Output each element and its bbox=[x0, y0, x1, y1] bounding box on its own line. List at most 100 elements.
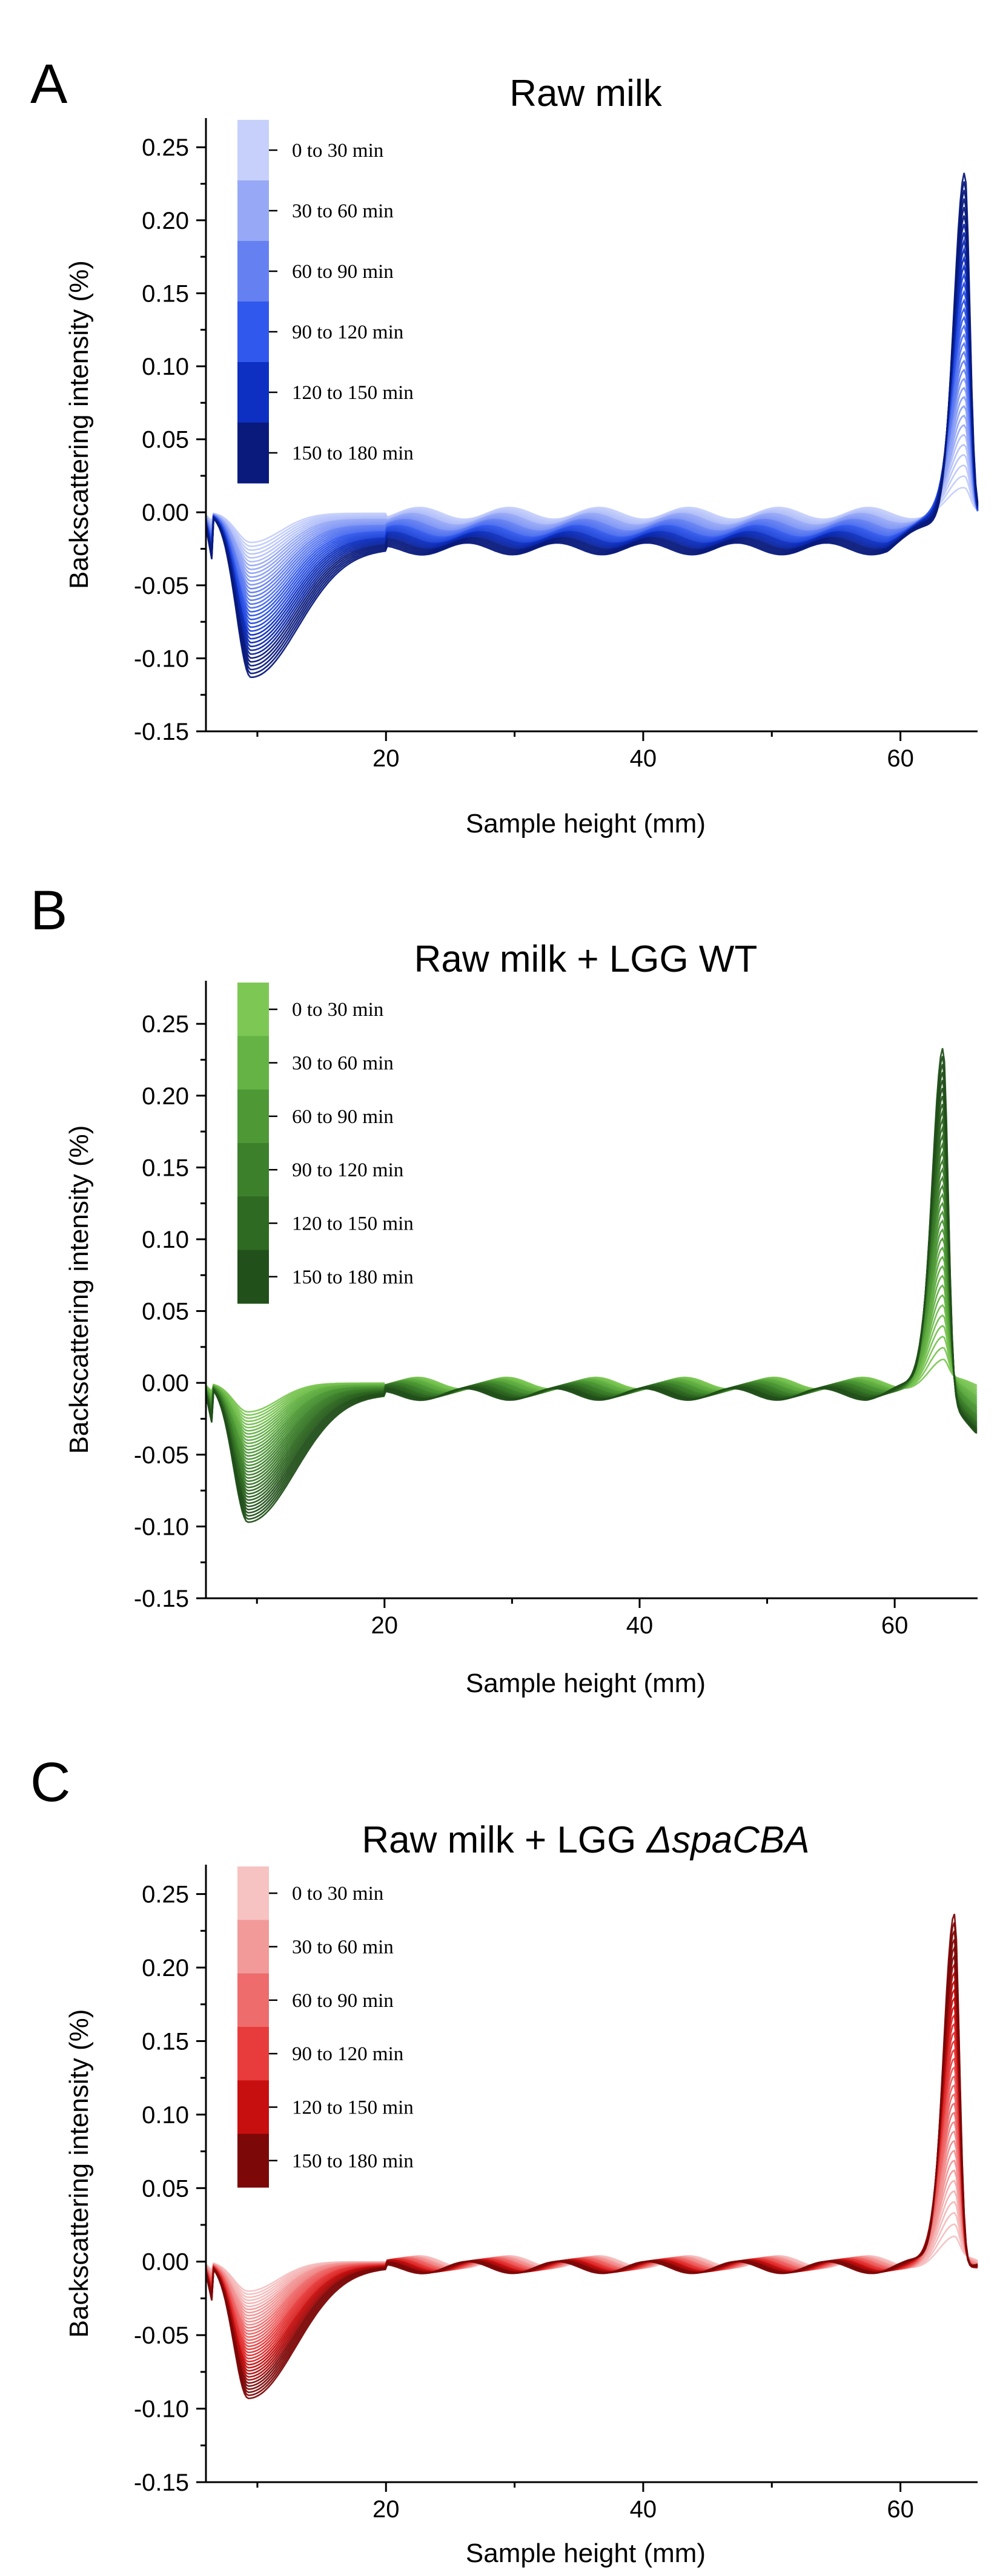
series-line bbox=[205, 2021, 978, 2360]
legend-swatch bbox=[237, 1866, 269, 1920]
legend-label: 90 to 120 min bbox=[292, 2043, 403, 2065]
y-axis-label: Backscattering intensity (%) bbox=[64, 260, 94, 589]
series-line bbox=[205, 198, 979, 667]
legend-swatch bbox=[237, 1036, 269, 1090]
legend-label: 150 to 180 min bbox=[292, 443, 414, 464]
series-line bbox=[205, 298, 979, 621]
series-line bbox=[205, 315, 979, 613]
legend-swatch bbox=[237, 1250, 269, 1304]
y-tick-label: -0.15 bbox=[134, 1586, 189, 1612]
y-axis-label: Backscattering intensity (%) bbox=[64, 2009, 94, 2338]
x-tick-label: 20 bbox=[373, 745, 400, 772]
legend-label: 120 to 150 min bbox=[292, 382, 414, 404]
x-tick-label: 60 bbox=[887, 745, 914, 772]
series-line bbox=[205, 1133, 978, 1489]
series-line bbox=[205, 341, 979, 601]
y-tick-label: 0.10 bbox=[142, 354, 189, 380]
legend-swatch bbox=[237, 2133, 269, 2188]
series-line bbox=[205, 1079, 978, 1510]
legend-label: 60 to 90 min bbox=[292, 1106, 394, 1128]
x-axis-label: Sample height (mm) bbox=[466, 2538, 706, 2568]
y-tick-label: -0.10 bbox=[134, 2396, 189, 2423]
series-line bbox=[205, 377, 979, 586]
y-tick-label: 0.10 bbox=[142, 2102, 189, 2129]
legend-swatch bbox=[237, 2027, 269, 2081]
legend-label: 30 to 60 min bbox=[292, 1937, 394, 1958]
legend-label: 90 to 120 min bbox=[292, 1159, 403, 1181]
chart-title-part: ΔspaCBA bbox=[646, 1819, 810, 1861]
series-line bbox=[205, 246, 979, 644]
series-line bbox=[205, 1970, 978, 2378]
x-tick-label: 60 bbox=[887, 2496, 914, 2523]
y-tick-label: 0.05 bbox=[142, 1299, 189, 1325]
legend-swatch bbox=[237, 983, 269, 1036]
series-line bbox=[205, 1048, 978, 1523]
series-line bbox=[205, 1072, 978, 1514]
series-line bbox=[205, 232, 979, 651]
x-tick-label: 40 bbox=[626, 1612, 654, 1639]
x-tick-label: 60 bbox=[881, 1612, 909, 1639]
legend-swatch bbox=[237, 423, 269, 484]
series-line bbox=[205, 206, 979, 663]
series-line bbox=[205, 306, 979, 617]
y-tick-label: 0.25 bbox=[142, 134, 189, 161]
legend-label: 30 to 60 min bbox=[292, 200, 394, 222]
legend-label: 120 to 150 min bbox=[292, 2097, 414, 2119]
legend-swatch bbox=[237, 120, 269, 181]
series-line bbox=[205, 255, 979, 640]
legend-swatch bbox=[237, 180, 269, 242]
panel-letter: C bbox=[30, 1751, 70, 1813]
series-line bbox=[205, 173, 979, 679]
y-tick-label: 0.00 bbox=[142, 499, 189, 526]
chart-title: Raw milk + LGG ΔspaCBA bbox=[362, 1819, 809, 1861]
series-line bbox=[205, 1914, 978, 2399]
legend-swatch bbox=[237, 1143, 269, 1197]
series-line bbox=[205, 181, 979, 674]
y-tick-label: 0.20 bbox=[142, 1955, 189, 1981]
legend-swatch bbox=[237, 1196, 269, 1251]
data-curves bbox=[205, 173, 979, 679]
y-tick-label: -0.10 bbox=[134, 1514, 189, 1540]
series-line bbox=[205, 359, 979, 594]
legend-label: 60 to 90 min bbox=[292, 1990, 394, 2012]
series-line bbox=[205, 1978, 978, 2375]
y-tick-label: 0.15 bbox=[142, 1155, 189, 1181]
panel-letter: B bbox=[30, 880, 67, 941]
y-tick-label: -0.10 bbox=[134, 645, 189, 672]
legend-label: 60 to 90 min bbox=[292, 261, 394, 283]
series-line bbox=[205, 1064, 978, 1517]
series-line bbox=[205, 324, 979, 609]
panel-letter: A bbox=[30, 53, 68, 115]
series-line bbox=[205, 223, 979, 655]
data-curves bbox=[205, 1914, 978, 2399]
y-tick-label: 0.25 bbox=[142, 1011, 189, 1038]
y-tick-label: 0.05 bbox=[142, 427, 189, 453]
legend-label: 30 to 60 min bbox=[292, 1053, 394, 1075]
y-tick-label: -0.05 bbox=[134, 573, 189, 599]
chart-title-part: Raw milk bbox=[509, 73, 662, 114]
x-tick-label: 40 bbox=[630, 2496, 657, 2523]
legend-swatch bbox=[237, 1089, 269, 1144]
series-line bbox=[205, 289, 979, 624]
y-tick-label: 0.00 bbox=[142, 1370, 189, 1397]
x-axis-label: Sample height (mm) bbox=[466, 1668, 706, 1698]
series-line bbox=[205, 1962, 978, 2381]
y-tick-label: 0.15 bbox=[142, 2028, 189, 2055]
y-tick-label: 0.00 bbox=[142, 2249, 189, 2276]
series-line bbox=[205, 1095, 978, 1504]
legend-swatch bbox=[237, 362, 269, 423]
legend: 0 to 30 min 30 to 60 min 60 to 90 min 90 to… bbox=[237, 120, 414, 484]
series-line bbox=[205, 2013, 978, 2363]
legend-label: 90 to 120 min bbox=[292, 321, 403, 343]
y-tick-label: 0.15 bbox=[142, 280, 189, 307]
y-tick-label: -0.15 bbox=[134, 2469, 189, 2496]
legend-label: 0 to 30 min bbox=[292, 1883, 383, 1905]
x-tick-label: 40 bbox=[630, 745, 657, 772]
y-tick-label: 0.20 bbox=[142, 208, 189, 234]
legend-label: 150 to 180 min bbox=[292, 1267, 414, 1288]
panel-b: B Raw milk + LGG WT -0.15 -0.10 -0.05 0.00 0.0… bbox=[30, 880, 978, 1698]
series-line bbox=[205, 215, 979, 659]
y-tick-label: 0.25 bbox=[142, 1882, 189, 1908]
chart-title-part: Raw milk + LGG WT bbox=[414, 938, 758, 980]
